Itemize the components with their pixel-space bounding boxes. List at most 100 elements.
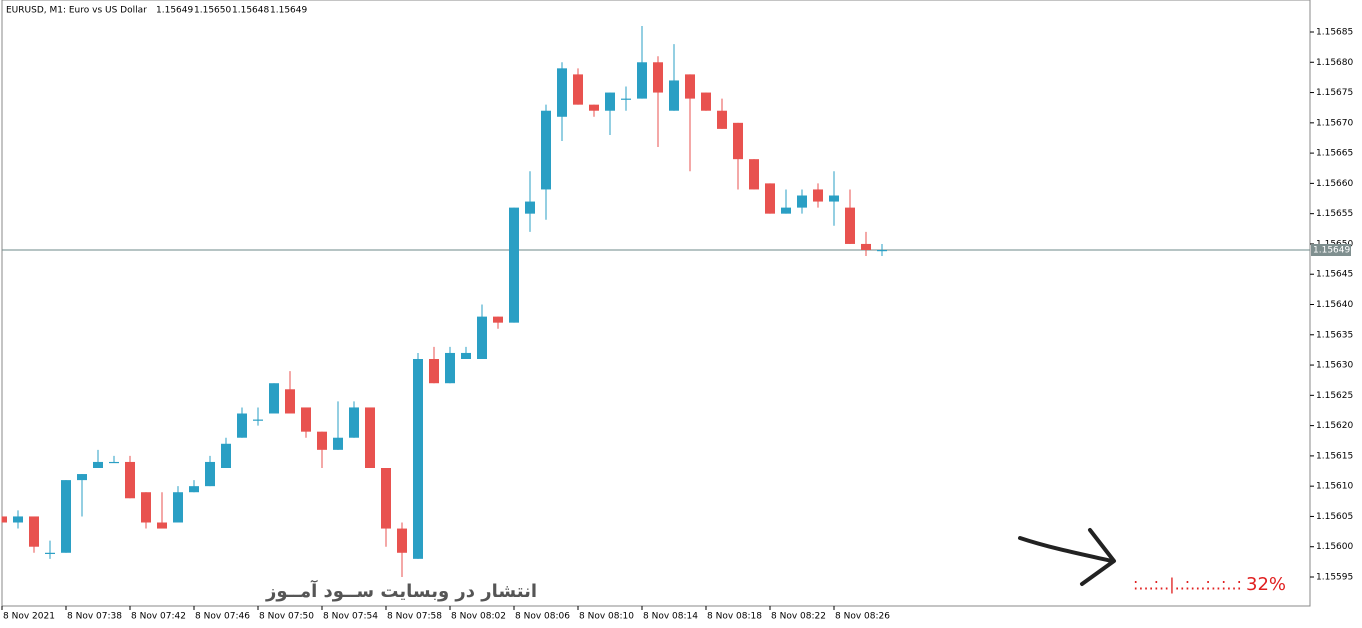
candle-body xyxy=(701,92,711,111)
candle-body xyxy=(813,189,823,202)
y-tick-label: 1.15665 xyxy=(1316,149,1353,159)
ohlc-low: 1.15648 xyxy=(232,6,269,16)
candle-body xyxy=(141,492,151,523)
candle-body xyxy=(861,243,871,250)
candle-body xyxy=(429,359,439,384)
y-tick-label: 1.15610 xyxy=(1316,482,1353,492)
price-label: 1.15649 xyxy=(1313,246,1350,256)
y-tick-label: 1.15630 xyxy=(1316,361,1353,371)
candle-body xyxy=(2,516,7,523)
candle-body xyxy=(525,201,535,214)
y-tick-label: 1.15635 xyxy=(1316,330,1353,340)
candle-body xyxy=(477,316,487,359)
y-tick-label: 1.15670 xyxy=(1316,118,1353,128)
x-tick-label: 8 Nov 08:10 xyxy=(579,612,634,622)
candle-body xyxy=(413,359,423,559)
candle-body xyxy=(109,461,119,464)
y-tick-label: 1.15615 xyxy=(1316,451,1353,461)
x-tick-label: 8 Nov 07:46 xyxy=(195,612,250,622)
plot-frame xyxy=(1,0,1311,607)
candle-body xyxy=(93,461,103,468)
candle-body xyxy=(461,352,471,359)
candle-body xyxy=(397,528,407,553)
candle-body xyxy=(333,437,343,450)
x-tick-label: 8 Nov 08:06 xyxy=(515,612,570,622)
x-tick-label: 8 Nov 08:18 xyxy=(707,612,762,622)
candle-body xyxy=(765,183,775,214)
indicator-text: :...:..|..:...:..:..: xyxy=(1133,575,1242,594)
ohlc-close: 1.15649 xyxy=(270,6,307,16)
candle-body xyxy=(317,431,327,450)
indicator-value: 32% xyxy=(1246,574,1286,595)
y-tick-label: 1.15625 xyxy=(1316,391,1353,401)
candle-body xyxy=(445,352,455,384)
candle-body xyxy=(573,74,583,105)
y-tick-label: 1.15620 xyxy=(1316,421,1353,431)
candle-body xyxy=(781,207,791,214)
ohlc-high: 1.15650 xyxy=(194,6,231,16)
y-tick-label: 1.15675 xyxy=(1316,88,1353,98)
y-tick-label: 1.15660 xyxy=(1316,179,1353,189)
candle-body xyxy=(125,461,135,499)
candle-body xyxy=(621,98,631,100)
y-tick-label: 1.15685 xyxy=(1316,28,1353,38)
x-tick-label: 8 Nov 2021 xyxy=(3,612,55,622)
y-tick-label: 1.15640 xyxy=(1316,300,1353,310)
candle-body xyxy=(13,516,23,523)
candle-body xyxy=(749,159,759,190)
x-tick-label: 8 Nov 08:14 xyxy=(643,612,698,622)
candle-body xyxy=(61,480,71,553)
candle-body xyxy=(717,110,727,129)
x-tick-label: 8 Nov 08:02 xyxy=(451,612,506,622)
x-tick-label: 8 Nov 08:26 xyxy=(835,612,890,622)
y-tick-label: 1.15645 xyxy=(1316,270,1353,280)
candle-body xyxy=(589,104,599,111)
candle-body xyxy=(637,62,647,99)
price-label-box xyxy=(1311,244,1351,256)
candle-body xyxy=(845,207,855,244)
candle-body xyxy=(653,62,663,93)
candle-body xyxy=(829,195,839,202)
candle-body xyxy=(301,407,311,432)
candle-body xyxy=(797,195,807,208)
candle-body xyxy=(269,383,279,414)
x-tick-label: 8 Nov 07:42 xyxy=(131,612,186,622)
candle-body xyxy=(541,110,551,190)
candle-body xyxy=(221,443,231,468)
watermark: انتشار در وبسایت ســود آمــوز xyxy=(265,579,537,602)
candle-body xyxy=(349,407,359,438)
candle-body xyxy=(285,389,295,414)
candle-body xyxy=(205,461,215,487)
x-tick-label: 8 Nov 07:54 xyxy=(323,612,378,622)
chart-title: EURUSD, M1: Euro vs US Dollar xyxy=(6,6,147,16)
candle-body xyxy=(237,413,247,438)
header: EURUSD, M1: Euro vs US Dollar 1.15649 1.… xyxy=(6,6,307,16)
candle-body xyxy=(77,474,87,481)
x-tick-label: 8 Nov 07:58 xyxy=(387,612,442,622)
candle-body xyxy=(509,207,519,323)
candle-body xyxy=(605,92,615,111)
candle-body xyxy=(493,316,503,323)
candle-body xyxy=(365,407,375,468)
y-tick-label: 1.15600 xyxy=(1316,542,1353,552)
candle-body xyxy=(253,419,263,421)
candle-body xyxy=(189,486,199,493)
candle-body xyxy=(29,516,39,547)
candle-body xyxy=(45,552,55,554)
arrow xyxy=(1018,528,1116,586)
x-tick-label: 8 Nov 07:50 xyxy=(259,612,314,622)
candle-body xyxy=(685,74,695,99)
candle-body xyxy=(557,68,567,117)
y-tick-label: 1.15680 xyxy=(1316,58,1353,68)
candle-body xyxy=(669,80,679,111)
candle-body xyxy=(173,492,183,523)
ohlc-open: 1.15649 xyxy=(156,6,193,16)
y-tick-label: 1.15655 xyxy=(1316,209,1353,219)
x-tick-label: 8 Nov 08:22 xyxy=(771,612,826,622)
y-tick-label: 1.15595 xyxy=(1316,573,1353,583)
y-tick-label: 1.15605 xyxy=(1316,512,1353,522)
candle-body xyxy=(381,468,391,529)
x-tick-label: 8 Nov 07:38 xyxy=(67,612,122,622)
candle-body xyxy=(877,250,887,252)
